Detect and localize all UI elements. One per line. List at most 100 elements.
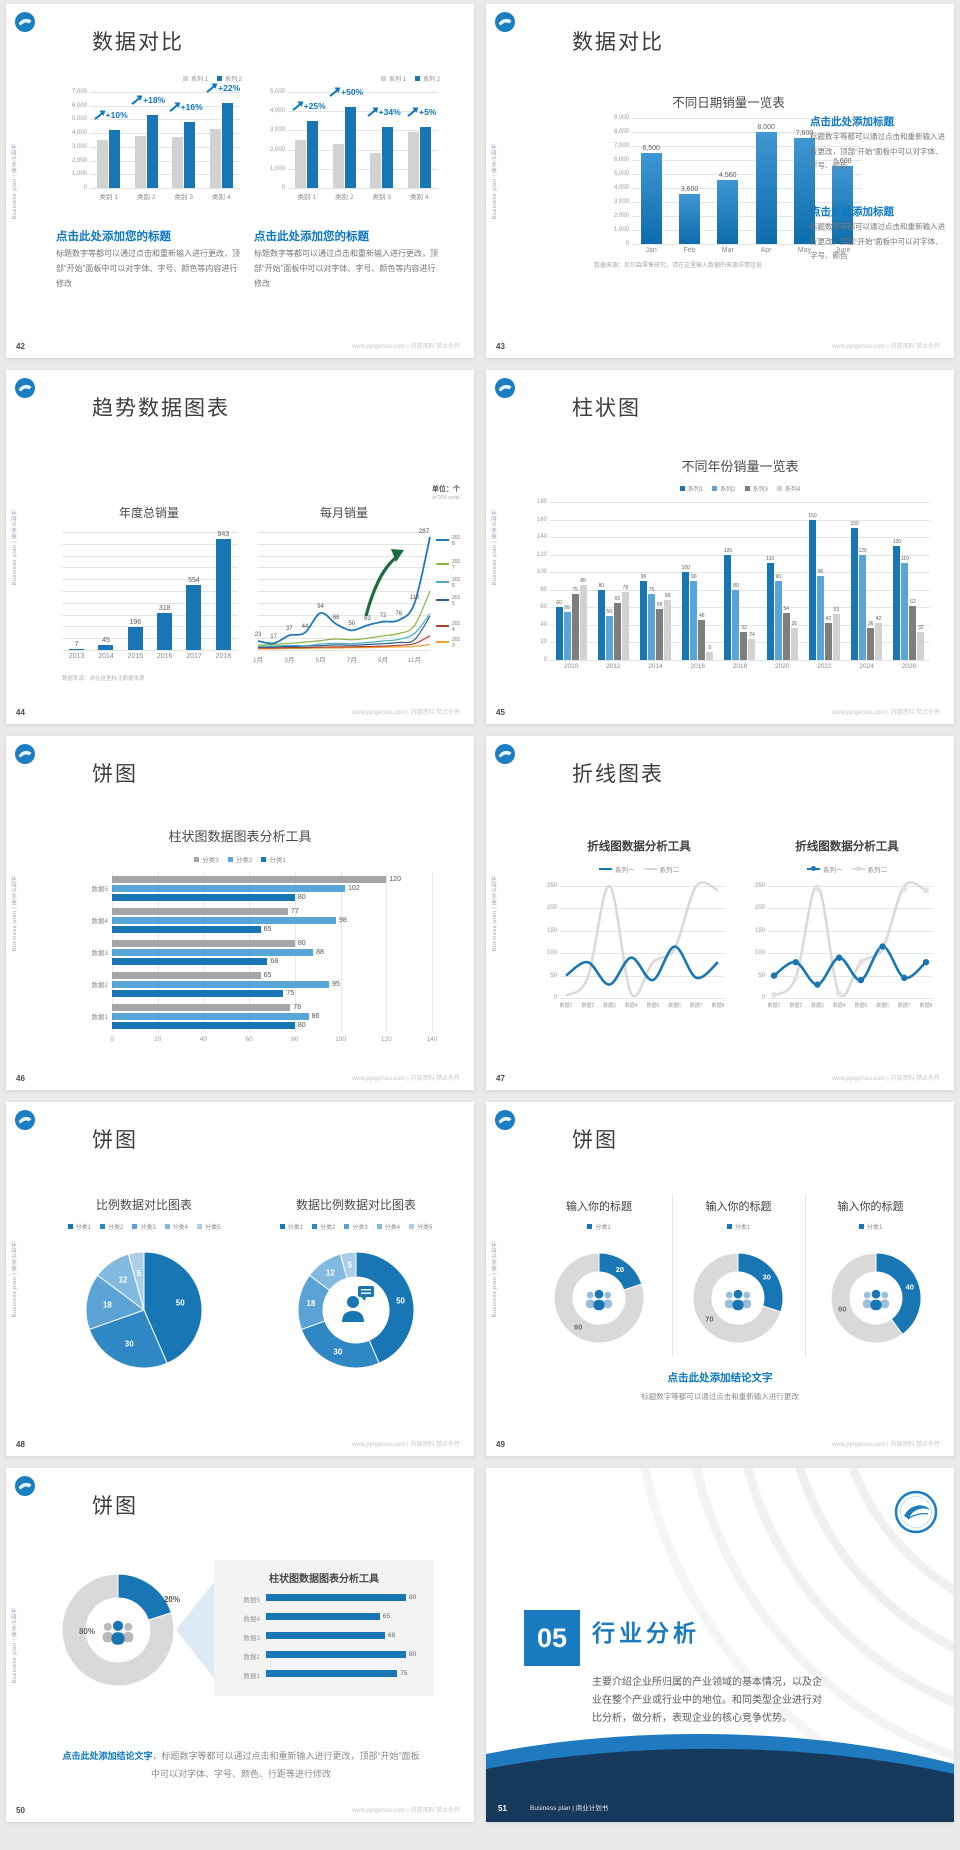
bar — [332, 143, 344, 188]
slide-47-thumbnail[interactable]: Business plan | 商业计划书 折线图表 折线图数据分析工具 系列一系… — [486, 736, 954, 1090]
bar-value-label: 96 — [817, 568, 824, 575]
legend-item: 分类1 — [726, 1222, 750, 1231]
bar: 54 — [782, 606, 790, 660]
x-axis-category-label: 数据7 — [689, 1003, 703, 1009]
bar-group: +34% — [363, 92, 401, 188]
chart-source-note: 数据来源：尼尔森零售研究，请在这里输入数据的来源详情信息 — [594, 263, 763, 269]
y-axis-tick-label: 0 — [761, 995, 765, 1001]
hbar-chart-plot: 0 20 40 60 80 100 120 140 120 102 80 77 98 65 80 88 68 65… — [110, 872, 437, 1043]
x-axis-category-label: 类别 2 — [137, 194, 156, 201]
donut-value-label: 80 — [574, 1322, 582, 1331]
y-axis-tick-label: 1,000 — [71, 171, 87, 178]
slide-50-thumbnail[interactable]: Business plan | 商业计划书 饼图 80% 20% 柱状图数据图表分析… — [6, 1468, 474, 1822]
x-axis-category-label: 2026 — [901, 663, 917, 670]
bar — [266, 1631, 385, 1639]
gridline — [90, 92, 240, 93]
line-series-svg — [257, 536, 431, 650]
bar-chart-plot: 7,000 6,000 5,000 4,000 3,000 2,000 1,000 0 +10%… — [72, 83, 240, 201]
pie-slice-label: 5 — [137, 1269, 142, 1278]
growth-annotation: +22% — [206, 83, 240, 93]
bar: 85 — [579, 578, 587, 660]
legend-marker — [855, 866, 861, 871]
bar — [112, 1013, 309, 1020]
x-axis-category-label: 2017 — [186, 653, 202, 660]
pie-slice-label: 5 — [348, 1261, 353, 1270]
bar-value-label: 65 — [263, 925, 272, 933]
bar-group: 130 110 62 32 — [888, 502, 930, 660]
slide-51-thumbnail[interactable]: 05 行业分析 主要介绍企业所归属的产业领域的基本情况，以及企业在整个产业或行业… — [486, 1468, 954, 1822]
footer-url: www.pptgenius.com | 内部资料 禁止外传 — [352, 1442, 460, 1448]
x-axis-category-label: 2020 — [774, 663, 790, 670]
bar-value-label: 36 — [791, 621, 797, 628]
slide-43-thumbnail[interactable]: Business plan | 商业计划书 数据对比 不同日期销量一览表 9,00… — [486, 4, 954, 358]
conclusion-title: 点击此处添加结论文字 — [667, 1372, 773, 1384]
slide-48-thumbnail[interactable]: Business plan | 商业计划书 饼图 比例数据对比图表 分类1 分类2 分… — [6, 1102, 474, 1456]
bar-value-label: 32 — [741, 624, 747, 631]
slide-46-thumbnail[interactable]: Business plan | 商业计划书 饼图 柱状图数据图表分析工具 分类3 分… — [6, 736, 474, 1090]
legend-item: 分类2 — [227, 854, 252, 864]
data-point-marker — [792, 958, 799, 966]
pie-slice-label: 12 — [119, 1275, 128, 1284]
bar: +25% — [292, 101, 326, 188]
y-axis-tick-label: 7,000 — [71, 89, 87, 95]
y-axis-tick-label: 250 — [546, 883, 557, 889]
bar: 36 — [867, 621, 875, 660]
unit-label: 单位：个 — [432, 486, 460, 493]
bar-value-label: 62 — [910, 598, 916, 605]
legend-label: 分类2 — [107, 1225, 124, 1231]
bar — [266, 1612, 380, 1620]
bar-value-label: 120 — [723, 547, 733, 554]
gridline — [560, 908, 724, 910]
bar-value-label: 110 — [900, 556, 909, 563]
slide-44-thumbnail[interactable]: Business plan | 商业计划书 趋势数据图表 单位：个 in'000 … — [6, 370, 474, 724]
legend-swatch — [216, 76, 222, 81]
bar-chart-plot: 180 160 140 120 100 80 60 40 20 0 60 55 75 85 2010 80 50… — [537, 499, 930, 670]
gridline — [288, 92, 438, 93]
brand-logo-icon — [15, 1110, 35, 1130]
y-axis-tick-label: 100 — [754, 950, 765, 957]
gridline — [258, 555, 430, 557]
legend-line-swatch — [436, 539, 449, 541]
slide-49-thumbnail[interactable]: Business plan | 商业计划书 饼图 输入你的标题 分类1 20 80 输入… — [486, 1102, 954, 1456]
growth-label: +50% — [341, 87, 364, 98]
slide-45-thumbnail[interactable]: Business plan | 商业计划书 柱状图 不同年份销量一览表 系列1 系列… — [486, 370, 954, 724]
bar-value-label: 6,500 — [642, 145, 660, 152]
data-point-marker — [857, 959, 864, 966]
slide-42-thumbnail[interactable]: Business plan | 商业计划书 数据对比 系列 1 系列 2 7,000… — [6, 4, 474, 358]
bar-chart-plot: 5,000 4,000 3,000 2,000 1,000 0 +25% 类别 1 +50% 类别… — [270, 87, 438, 201]
gridline — [258, 638, 430, 640]
legend-swatch — [643, 868, 657, 870]
legend-item: 系列二 — [851, 864, 887, 874]
gridline — [258, 532, 430, 533]
footer-url: www.pptgenius.com | 内部资料 禁止外传 — [352, 344, 460, 350]
point-value-label: 76 — [395, 611, 403, 618]
y-axis-tick-label: 200 — [546, 905, 557, 912]
background-swoosh-graphic — [486, 1468, 954, 1822]
bar-group: 943 — [209, 531, 238, 650]
panel-row-label: 数据2 — [243, 1654, 260, 1661]
donut-value-label: 80% — [79, 1627, 95, 1636]
legend-item: 系列4 — [776, 484, 800, 493]
bar: 6,500 — [640, 145, 662, 244]
panel-row-label: 数据4 — [243, 1616, 260, 1623]
legend-label: 分类5 — [205, 1225, 221, 1231]
bar-value-label: 160 — [808, 512, 817, 519]
x-axis-tick-label: 80 — [291, 1036, 299, 1043]
bar-group: 3,600 — [670, 118, 708, 244]
y-axis-tick-label: 140 — [536, 534, 547, 541]
legend-item: 系列 1 — [182, 74, 208, 83]
gridline — [632, 216, 862, 217]
y-axis-tick-label: 7,000 — [613, 143, 629, 149]
bar-value-label: 554 — [188, 576, 200, 584]
gridline — [90, 146, 240, 148]
legend-swatch — [807, 866, 820, 871]
y-axis-category-label: 数据4 — [91, 918, 108, 925]
brand-logo-icon — [15, 378, 35, 398]
donut-legend: 分类1 — [805, 1222, 936, 1231]
x-axis-category-label: 数据5 — [646, 1003, 660, 1009]
bar-value-label: 80 — [297, 893, 306, 901]
legend-line-swatch — [436, 563, 449, 565]
x-axis-category-label: Apr — [760, 247, 772, 254]
bar — [172, 137, 184, 188]
